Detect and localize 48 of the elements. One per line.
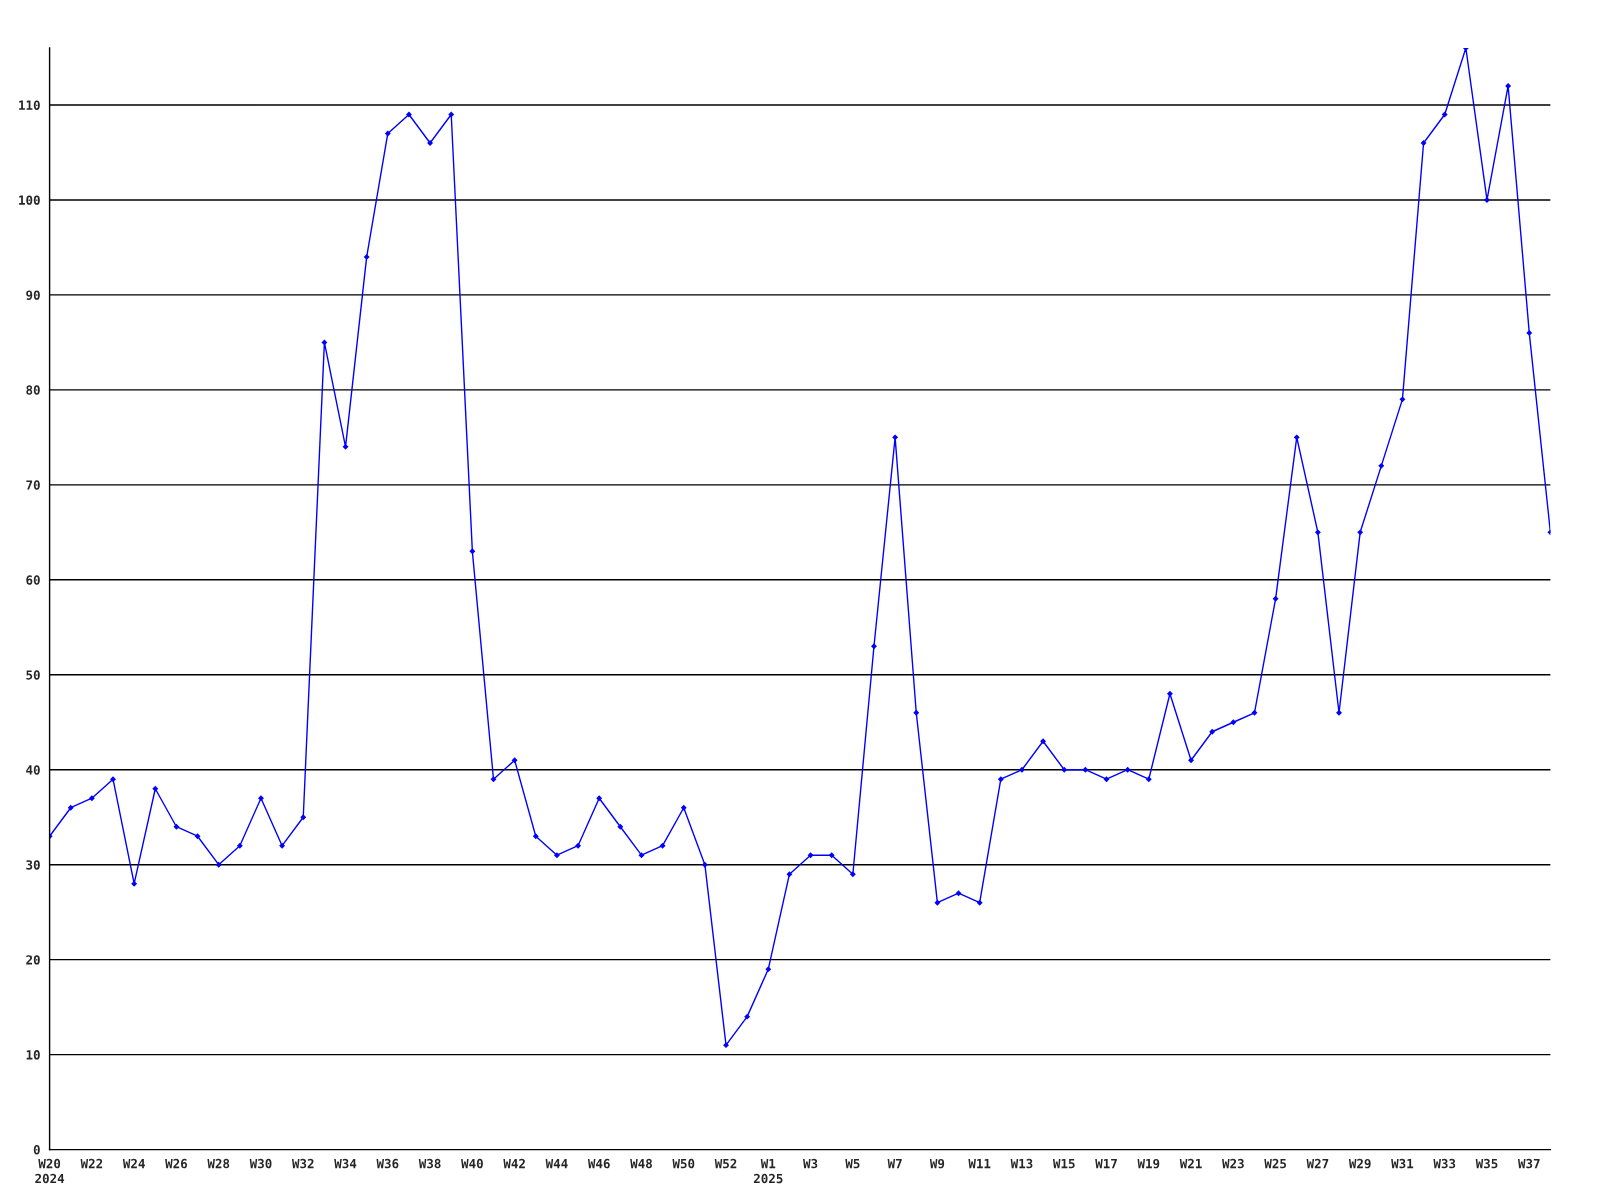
x-tick-label: W31	[1391, 1158, 1414, 1169]
y-tick-label: 100	[19, 195, 40, 205]
x-tick-label: W15	[1052, 1159, 1075, 1169]
x-tick-label: W20 2024	[35, 1158, 65, 1184]
x-tick-label: W34	[334, 1158, 357, 1169]
y-tick-label: 60	[26, 575, 40, 585]
y-tick-label: 110	[19, 100, 40, 110]
x-tick-label: W38	[418, 1158, 441, 1169]
x-tick-label: W37	[1517, 1158, 1540, 1169]
x-tick-label: W42	[503, 1158, 525, 1169]
x-tick-label: W26	[165, 1158, 188, 1169]
x-tick-label: W46	[587, 1158, 610, 1169]
x-tick-label: W50	[672, 1158, 695, 1169]
x-tick-label: W30	[249, 1158, 272, 1169]
x-tick-label: W28	[207, 1158, 230, 1169]
x-tick-label: W19	[1137, 1158, 1160, 1169]
x-tick-label: W23	[1222, 1158, 1244, 1169]
x-tick-label: W40	[461, 1158, 483, 1169]
x-tick-label: W36	[376, 1158, 399, 1169]
y-tick-label: 10	[26, 1050, 40, 1060]
y-tick-label: 70	[26, 480, 40, 490]
x-tick-label: W21	[1179, 1158, 1202, 1169]
x-tick-label: W48	[630, 1158, 652, 1169]
x-tick-label: W9	[929, 1158, 945, 1169]
x-tick-label: W11	[968, 1159, 991, 1169]
x-tick-label: W29	[1348, 1158, 1371, 1169]
x-tick-label: W5	[845, 1159, 860, 1169]
x-tick-label: W52	[714, 1158, 737, 1169]
x-tick-label: W32	[291, 1158, 314, 1169]
x-tick-label: W44	[545, 1159, 568, 1169]
x-tick-label: W24	[122, 1158, 145, 1169]
y-tick-label: 40	[26, 765, 40, 775]
x-tick-label: W27	[1306, 1158, 1329, 1169]
y-tick-label: 90	[26, 290, 40, 300]
y-tick-label: 20	[26, 955, 40, 965]
x-tick-label: W35	[1475, 1158, 1498, 1169]
x-tick-label: W33	[1433, 1158, 1456, 1169]
x-tick-label: W25	[1264, 1158, 1287, 1169]
x-tick-label: W1 2025	[753, 1159, 783, 1184]
y-tick-label: 50	[26, 670, 40, 680]
x-tick-label: W7	[887, 1159, 902, 1169]
y-tick-label: 80	[26, 385, 40, 395]
x-tick-label: W17	[1095, 1159, 1117, 1169]
x-tick-label: W13	[1010, 1158, 1033, 1169]
y-tick-label: 30	[26, 860, 40, 870]
x-tick-label: W3	[803, 1158, 818, 1169]
x-tick-label: W22	[80, 1158, 103, 1169]
y-tick-label: 0	[33, 1145, 40, 1155]
